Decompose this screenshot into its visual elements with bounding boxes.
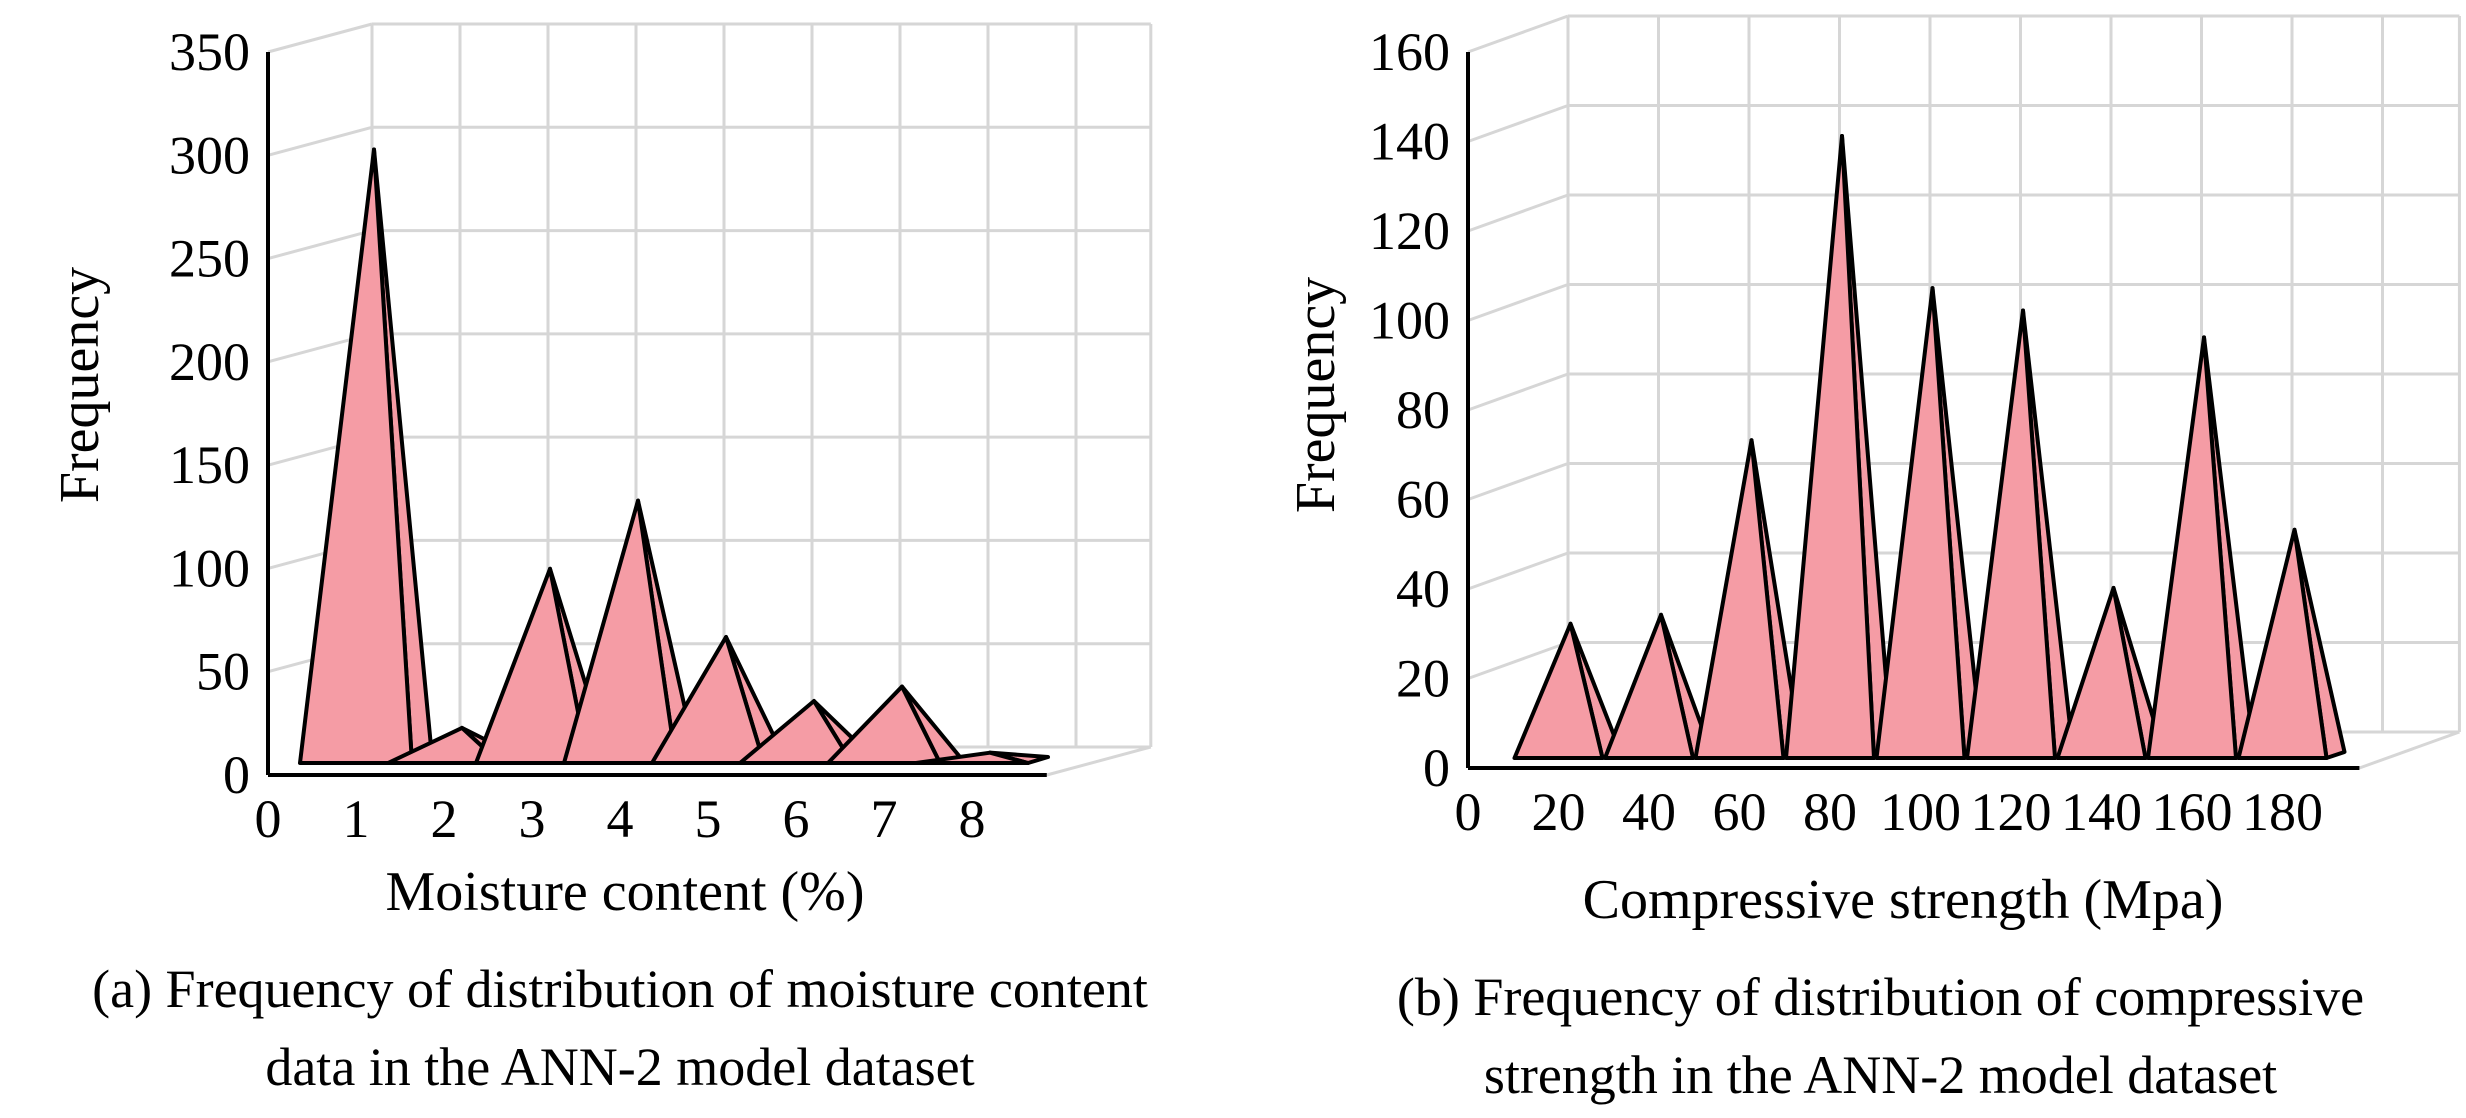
- b-side-grid: [1467, 193, 1569, 233]
- a-ytick-label: 50: [196, 642, 250, 702]
- b-cone-100: [1874, 286, 1985, 760]
- a-xtick-label: 4: [607, 789, 634, 849]
- a-cone-8: [914, 750, 1050, 765]
- a-ytick-label: 0: [223, 745, 250, 805]
- a-xtick-label: 6: [783, 789, 810, 849]
- a-cone-5: [650, 634, 786, 765]
- b-cone-80: [1784, 133, 1894, 760]
- b-floor-edge: [2358, 730, 2460, 770]
- b-side-grid: [1467, 641, 1569, 680]
- a-ytick-label: 150: [169, 435, 250, 495]
- b-side-grid: [1467, 104, 1569, 143]
- a-ytick-label: 300: [169, 125, 250, 185]
- b-cone-40: [1603, 612, 1713, 760]
- b-y-axis-title: Frequency: [1285, 277, 1347, 513]
- b-side-grid: [1467, 551, 1569, 591]
- a-xtick-label: 8: [959, 789, 986, 849]
- b-ytick-label: 160: [1369, 22, 1450, 82]
- a-y-axis-title: Frequency: [49, 267, 111, 503]
- b-xtick-label: 20: [1532, 782, 1586, 842]
- a-cone-front: [298, 147, 414, 765]
- caption-b-line-2: strength in the ANN-2 model dataset: [1483, 1045, 2278, 1105]
- a-xtick-label: 3: [519, 789, 546, 849]
- a-ytick-label: 250: [169, 229, 250, 289]
- caption-b: (b) Frequency of distribution of compres…: [1295, 958, 2466, 1114]
- b-ytick-label: 120: [1369, 201, 1450, 261]
- a-cone-front: [914, 750, 1030, 765]
- a-cone-front: [826, 684, 942, 765]
- b-xtick-label: 40: [1622, 782, 1676, 842]
- b-xtick-label: 60: [1713, 782, 1767, 842]
- caption-b-line-1: (b) Frequency of distribution of compres…: [1396, 967, 2365, 1027]
- a-xtick-label: 0: [255, 789, 282, 849]
- a-cone-front: [562, 498, 678, 765]
- a-xtick-label: 2: [431, 789, 458, 849]
- a-ytick-label: 200: [169, 332, 250, 392]
- b-xtick-label: 180: [2242, 782, 2323, 842]
- b-cone-120: [1965, 308, 2075, 760]
- a-floor-edge: [1046, 745, 1152, 777]
- b-cone-front: [2236, 527, 2329, 760]
- b-side-grid: [1467, 14, 1569, 54]
- a-cone-front: [738, 699, 854, 765]
- b-cone-140: [2055, 585, 2166, 760]
- b-ytick-label: 80: [1396, 380, 1450, 440]
- b-ytick-label: 140: [1369, 112, 1450, 172]
- caption-a-line-2: data in the ANN-2 model dataset: [265, 1037, 975, 1097]
- a-side-grid: [267, 22, 373, 54]
- b-ytick-label: 40: [1396, 559, 1450, 619]
- a-x-axis-title: Moisture content (%): [386, 861, 865, 923]
- b-side-grid: [1467, 283, 1569, 322]
- a-xtick-label: 1: [343, 789, 370, 849]
- b-cone-front: [1874, 286, 1967, 760]
- a-cone-4: [562, 498, 698, 765]
- b-side-grid: [1467, 462, 1569, 501]
- caption-a-line-1: (a) Frequency of distribution of moistur…: [92, 959, 1148, 1019]
- b-xtick-label: 0: [1455, 782, 1482, 842]
- b-xtick-label: 140: [2061, 782, 2142, 842]
- a-xtick-label: 5: [695, 789, 722, 849]
- b-x-axis-title: Compressive strength (Mpa): [1583, 869, 2224, 931]
- b-cone-160: [2146, 335, 2256, 760]
- a-ytick-label: 350: [169, 22, 250, 82]
- b-cone-front: [1512, 621, 1605, 760]
- a-cone-front: [650, 634, 766, 765]
- b-xtick-label: 100: [1880, 782, 1961, 842]
- b-ytick-label: 60: [1396, 470, 1450, 530]
- b-xtick-label: 160: [2152, 782, 2233, 842]
- b-xtick-label: 80: [1803, 782, 1857, 842]
- a-xtick-label: 7: [871, 789, 898, 849]
- b-cone-60: [1693, 438, 1804, 760]
- b-cone-front: [1784, 133, 1876, 760]
- a-cone-7: [826, 684, 962, 765]
- b-xtick-label: 120: [1971, 782, 2052, 842]
- a-cone-front: [474, 566, 590, 765]
- moisture-content-chart: 0 50 100 150 200 250 300 350 0 1 2 3 4 5 6 7 8 Moisture c…: [49, 22, 1153, 923]
- a-side-grid: [267, 125, 373, 157]
- a-side-grid: [267, 229, 373, 261]
- b-cone-front: [1603, 612, 1695, 760]
- b-side-grid: [1467, 372, 1569, 412]
- b-cone-front: [2055, 585, 2148, 760]
- b-cone-front: [2146, 335, 2238, 760]
- b-ytick-label: 20: [1396, 649, 1450, 709]
- b-cone-front: [1965, 308, 2057, 760]
- b-cone-180: [2236, 527, 2347, 760]
- caption-a: (a) Frequency of distribution of moistur…: [0, 950, 1240, 1106]
- b-ytick-label: 100: [1369, 291, 1450, 351]
- a-cone-3: [474, 566, 610, 765]
- b-cone-front: [1693, 438, 1786, 760]
- a-cone-1: [298, 147, 434, 765]
- b-ytick-label: 0: [1423, 738, 1450, 798]
- a-ytick-label: 100: [169, 538, 250, 598]
